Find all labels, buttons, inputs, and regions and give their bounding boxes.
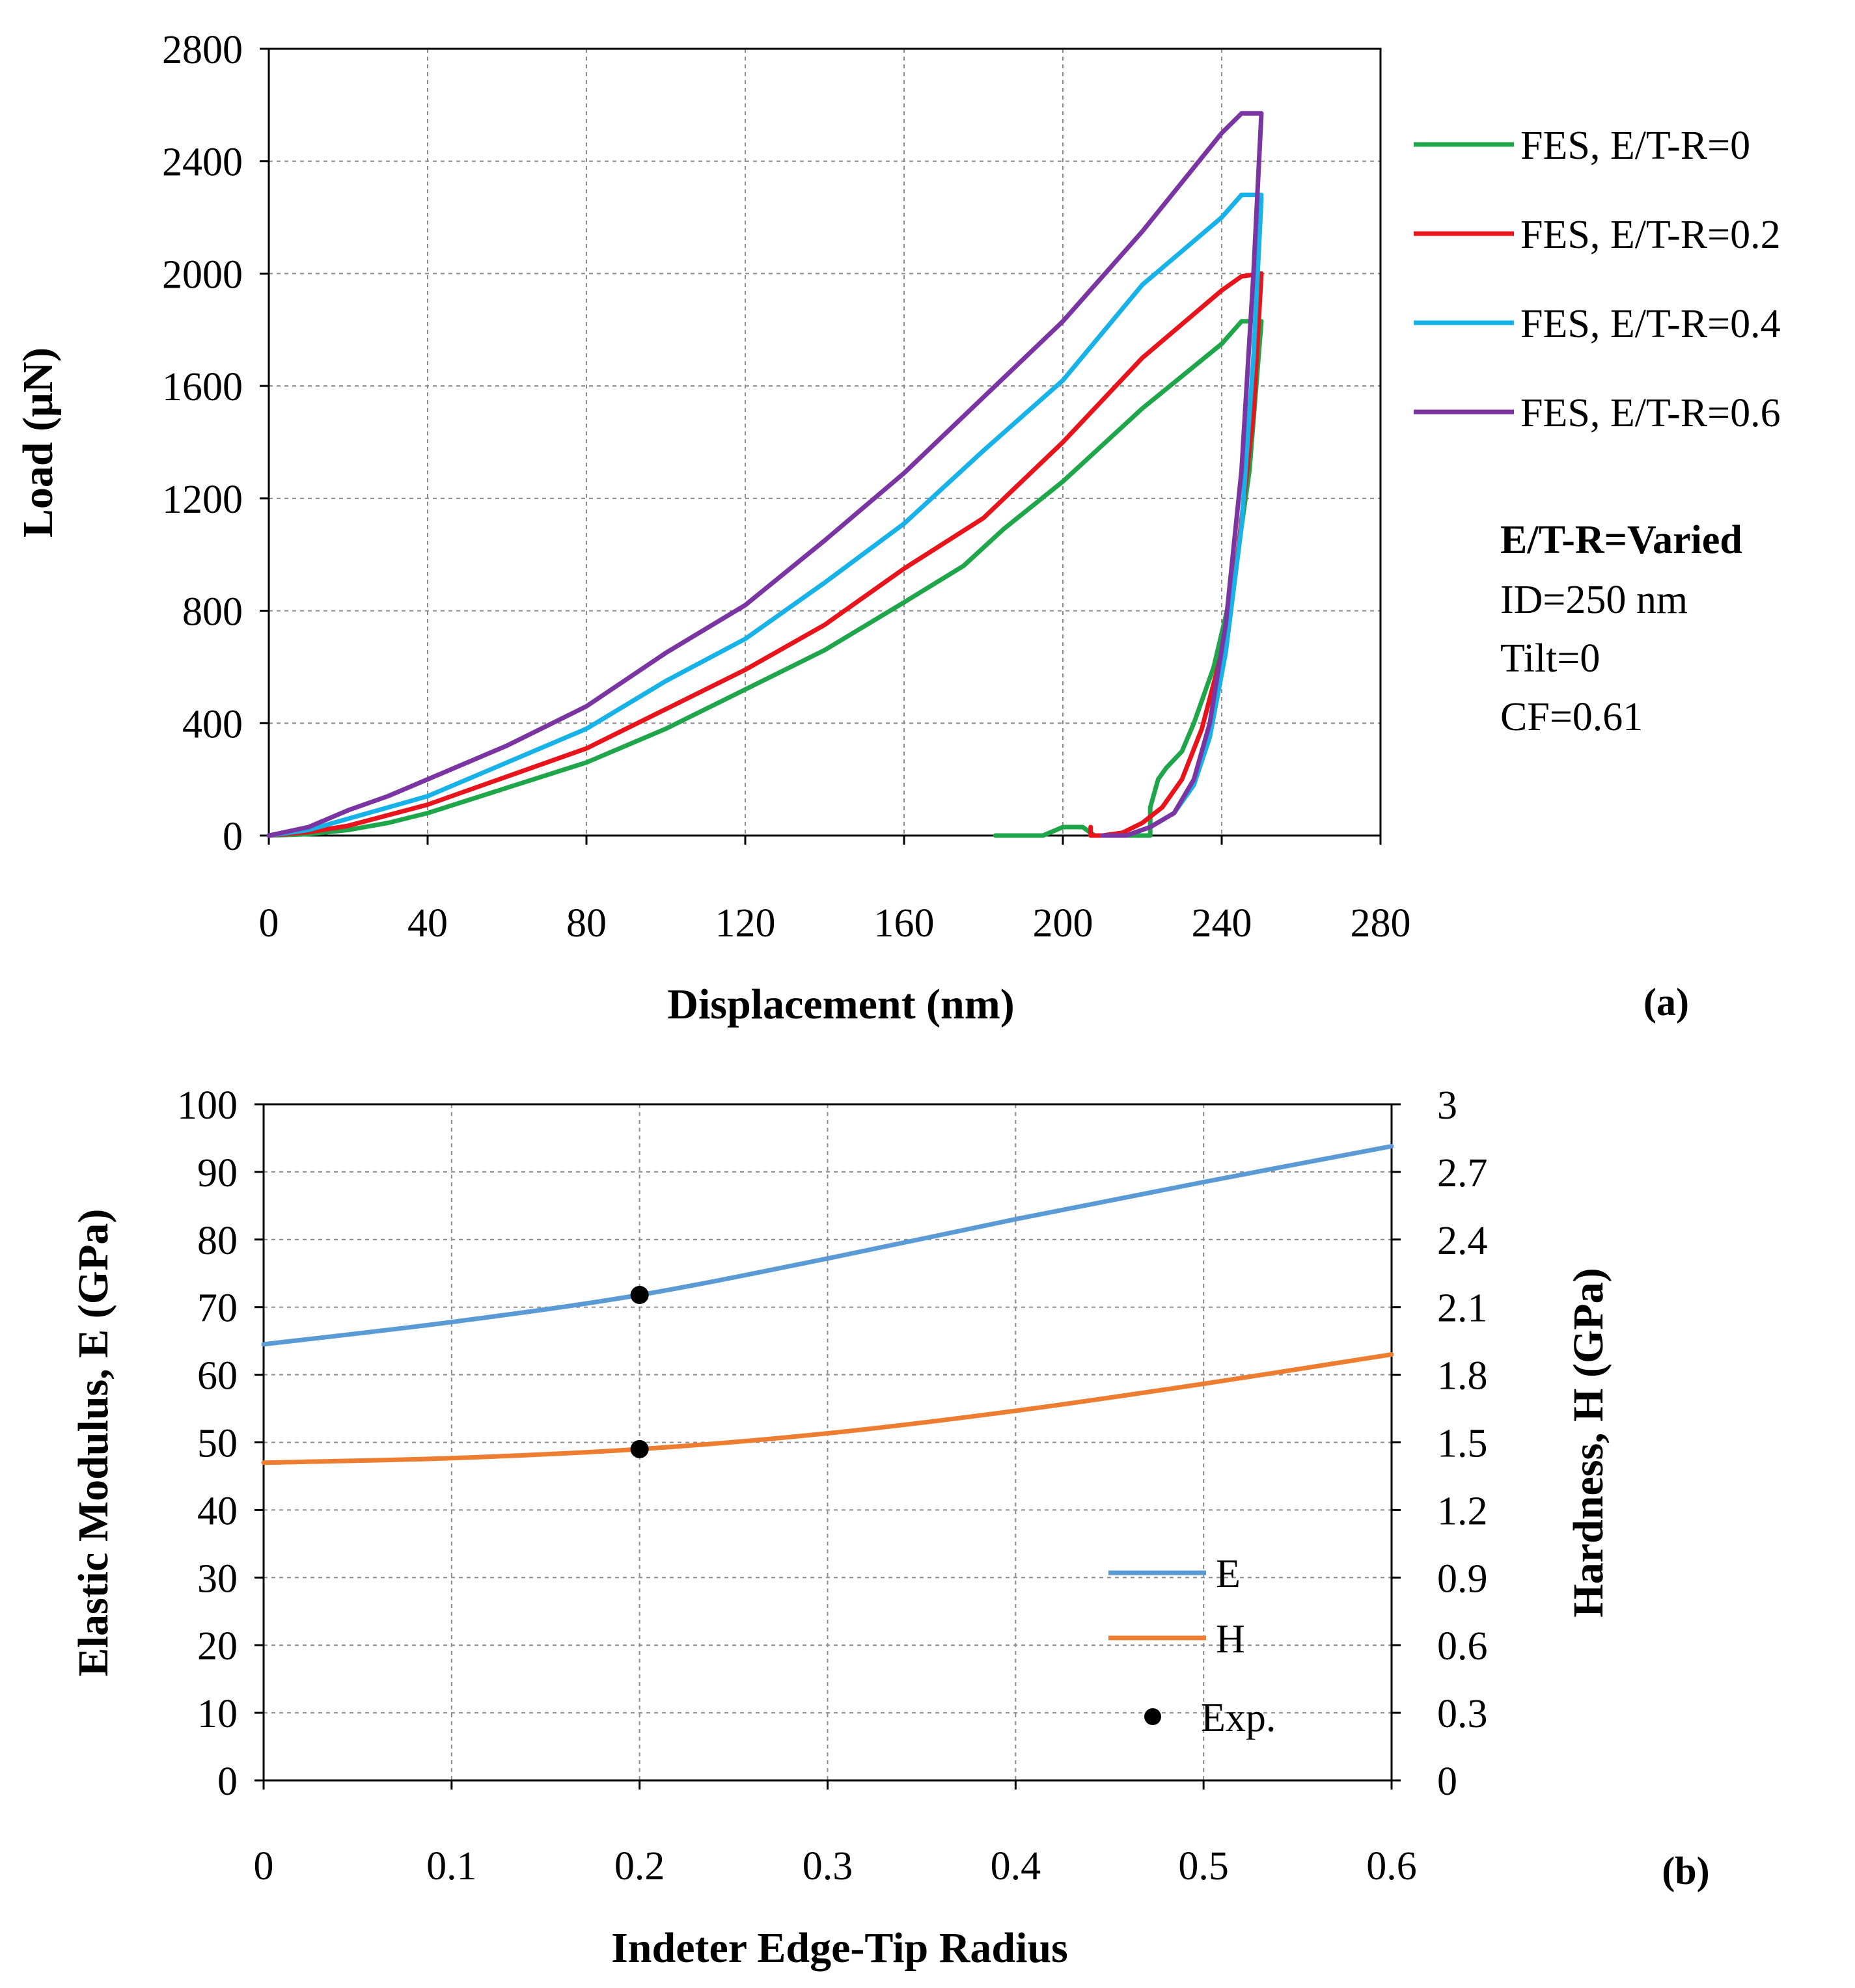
x-tick-label: 0.2 bbox=[614, 1844, 665, 1888]
y-tick-label: 10 bbox=[197, 1692, 238, 1736]
y-tick-label: 400 bbox=[182, 702, 243, 746]
y-tick-label: 0 bbox=[217, 1760, 238, 1804]
x-tick-label: 0.1 bbox=[426, 1844, 477, 1888]
panel-b-label: (b) bbox=[1662, 1849, 1709, 1892]
x-tick-label: 0.3 bbox=[803, 1844, 853, 1888]
panel-a: 0 40 80 120 160 200 240 280 0 400 800 1200 1600 2000… bbox=[14, 28, 1781, 1028]
y-tick-label: 800 bbox=[182, 590, 243, 634]
panel-b-y-axis-title: Elastic Modulus, E (GPa) bbox=[70, 1209, 117, 1677]
annotation-line-2: Tilt=0 bbox=[1500, 636, 1600, 681]
series-1-unloading-line bbox=[995, 321, 1261, 836]
y-tick-label: 1600 bbox=[162, 365, 243, 409]
series-2-loading-line bbox=[269, 273, 1261, 836]
panel-b-y-ticks: 0 10 20 30 40 50 60 70 80 90 100 bbox=[177, 1083, 264, 1804]
x-tick-label: 280 bbox=[1351, 901, 1411, 946]
series-4-unloading-line bbox=[1103, 113, 1261, 836]
panel-a-legend: FES, E/T-R=0 FES, E/T-R=0.2 FES, E/T-R=0.4… bbox=[1414, 124, 1781, 435]
y2-tick-label: 2.1 bbox=[1437, 1287, 1488, 1331]
series-1-loading-line bbox=[269, 321, 1261, 836]
y-tick-label: 80 bbox=[197, 1219, 238, 1263]
panel-a-x-axis-title: Displacement (nm) bbox=[667, 981, 1014, 1028]
y2-tick-label: 0.9 bbox=[1437, 1557, 1488, 1601]
chart-figure: 0 40 80 120 160 200 240 280 0400800120016002000… bbox=[0, 0, 1855, 1988]
panel-a-annotation: E/T-R=Varied ID=250 nm Tilt=0 CF=0.61 bbox=[1500, 518, 1742, 739]
y-tick-label: 50 bbox=[197, 1422, 238, 1466]
y-tick-label: 60 bbox=[197, 1354, 238, 1398]
legend-label-2: H bbox=[1216, 1617, 1245, 1661]
series-3-loading-line bbox=[269, 195, 1261, 836]
x-tick-label: 120 bbox=[715, 901, 776, 946]
legend-label-1: FES, E/T-R=0 bbox=[1520, 124, 1750, 168]
annotation-line-1: ID=250 nm bbox=[1500, 578, 1688, 622]
y-tick-label: 2800 bbox=[162, 28, 243, 72]
y2-tick-label: 0.6 bbox=[1437, 1624, 1488, 1668]
x-tick-label: 160 bbox=[874, 901, 935, 946]
y-tick-label: 70 bbox=[197, 1287, 238, 1331]
y-tick-label: 30 bbox=[197, 1557, 238, 1601]
exp-point-2 bbox=[631, 1440, 649, 1458]
x-tick-label: 0.5 bbox=[1178, 1844, 1229, 1888]
y2-tick-label: 2.7 bbox=[1437, 1151, 1488, 1195]
y-tick-label: 100 bbox=[177, 1083, 238, 1128]
legend-swatch-exp bbox=[1144, 1708, 1161, 1725]
legend-label-3: FES, E/T-R=0.4 bbox=[1520, 302, 1781, 346]
y2-tick-label: 3 bbox=[1437, 1083, 1457, 1128]
legend-label-1: E bbox=[1216, 1552, 1241, 1596]
panel-b: 0 0.1 0.2 0.3 0.4 0.5 0.6 01020304050607080901… bbox=[70, 1083, 1710, 1972]
x-tick-label: 0.4 bbox=[991, 1844, 1041, 1888]
y-tick-label: 0 bbox=[223, 815, 243, 859]
y2-tick-label: 1.8 bbox=[1437, 1354, 1488, 1398]
legend-label-3: Exp. bbox=[1201, 1696, 1276, 1740]
y2-tick-label: 0.3 bbox=[1437, 1692, 1488, 1736]
series-4-loading-line bbox=[269, 113, 1261, 836]
y2-tick-label: 1.5 bbox=[1437, 1422, 1488, 1466]
y-tick-label: 2400 bbox=[162, 141, 243, 185]
legend-label-2: FES, E/T-R=0.2 bbox=[1520, 213, 1781, 257]
legend-label-4: FES, E/T-R=0.6 bbox=[1520, 391, 1781, 435]
y-tick-label: 2000 bbox=[162, 252, 243, 297]
y2-tick-label: 0 bbox=[1437, 1760, 1457, 1804]
x-tick-label: 40 bbox=[407, 901, 448, 946]
panel-b-grid bbox=[264, 1104, 1392, 1780]
x-tick-label: 0.6 bbox=[1366, 1844, 1417, 1888]
x-tick-label: 0 bbox=[254, 1844, 274, 1888]
x-tick-label: 200 bbox=[1033, 901, 1093, 946]
y-tick-label: 20 bbox=[197, 1624, 238, 1668]
x-tick-label: 240 bbox=[1192, 901, 1252, 946]
exp-point-1 bbox=[631, 1286, 649, 1304]
y2-tick-label: 1.2 bbox=[1437, 1489, 1488, 1533]
panel-b-y2-ticks: 0 0.3 0.6 0.9 1.2 1.5 1.8 2.1 2.4 2.7 3 bbox=[1392, 1083, 1488, 1804]
panel-b-x-ticks: 0 0.1 0.2 0.3 0.4 0.5 0.6 bbox=[254, 1780, 1417, 1888]
x-tick-label: 0 bbox=[259, 901, 279, 946]
y2-tick-label: 2.4 bbox=[1437, 1219, 1488, 1263]
panel-a-x-ticks: 0 40 80 120 160 200 240 280 bbox=[259, 836, 1411, 946]
panel-b-legend: EH Exp. bbox=[1108, 1552, 1276, 1740]
panel-a-label: (a) bbox=[1643, 981, 1689, 1024]
x-tick-label: 80 bbox=[566, 901, 607, 946]
y-tick-label: 40 bbox=[197, 1489, 238, 1533]
y-tick-label: 1200 bbox=[162, 478, 243, 522]
panel-b-x-axis-title: Indeter Edge-Tip Radius bbox=[611, 1924, 1068, 1972]
panel-a-series bbox=[269, 113, 1261, 836]
y-tick-label: 90 bbox=[197, 1151, 238, 1195]
annotation-line-3: CF=0.61 bbox=[1500, 695, 1643, 739]
panel-b-y2-axis-title: Hardness, H (GPa) bbox=[1565, 1268, 1612, 1617]
annotation-title: E/T-R=Varied bbox=[1500, 518, 1742, 562]
panel-a-y-ticks: 0 400 800 1200 1600 2000 2400 2800 bbox=[162, 28, 269, 859]
panel-a-y-axis-title: Load (μN) bbox=[14, 347, 62, 538]
